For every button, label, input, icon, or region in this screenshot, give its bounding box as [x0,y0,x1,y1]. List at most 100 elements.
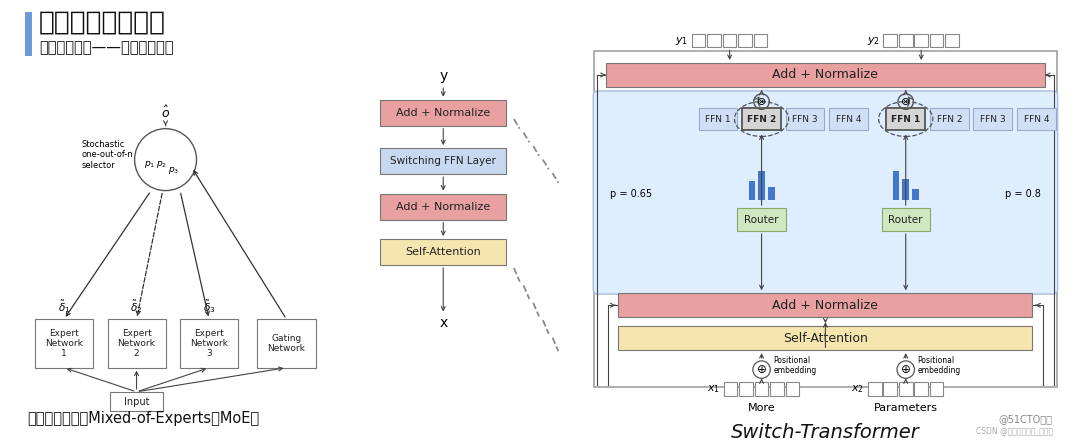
Text: Switching FFN Layer: Switching FFN Layer [390,156,496,166]
FancyBboxPatch shape [1017,109,1055,130]
FancyBboxPatch shape [257,319,315,368]
FancyBboxPatch shape [606,63,1045,87]
FancyBboxPatch shape [868,382,881,396]
FancyBboxPatch shape [755,382,768,396]
FancyBboxPatch shape [770,382,784,396]
Text: Expert
Network
1: Expert Network 1 [45,329,83,358]
Text: FFN 4: FFN 4 [1024,114,1049,124]
Bar [768,187,774,200]
Text: $\tilde{\delta}_3$: $\tilde{\delta}_3$ [203,299,215,315]
Text: $p_2$: $p_2$ [157,159,167,170]
FancyBboxPatch shape [786,382,799,396]
FancyBboxPatch shape [973,109,1012,130]
FancyBboxPatch shape [883,34,897,47]
Text: Gating
Network: Gating Network [268,334,306,353]
Bar [748,182,755,200]
FancyBboxPatch shape [899,382,913,396]
FancyBboxPatch shape [883,382,897,396]
Text: Router: Router [889,214,923,225]
Text: Expert
Network
2: Expert Network 2 [118,329,156,358]
Text: $\tilde{\delta}_2$: $\tilde{\delta}_2$ [131,299,143,315]
FancyBboxPatch shape [739,34,752,47]
Text: x: x [440,316,447,330]
Text: $x_1$: $x_1$ [707,383,720,395]
Text: Positional
embedding: Positional embedding [773,356,816,375]
FancyBboxPatch shape [930,34,944,47]
FancyBboxPatch shape [108,319,165,368]
FancyBboxPatch shape [692,34,705,47]
Text: Stochastic
one-out-of-n
selector: Stochastic one-out-of-n selector [81,140,133,170]
Text: Self-Attention: Self-Attention [405,247,481,257]
Text: ⊗: ⊗ [901,97,910,107]
Text: Add + Normalize: Add + Normalize [396,202,490,212]
Text: $\tilde{\delta}_1$: $\tilde{\delta}_1$ [57,299,70,315]
Text: $x_2$: $x_2$ [851,383,864,395]
FancyBboxPatch shape [899,34,913,47]
Text: p = 0.8: p = 0.8 [1005,189,1041,198]
Text: y: y [440,69,447,83]
FancyBboxPatch shape [380,239,507,265]
FancyBboxPatch shape [887,109,926,130]
FancyBboxPatch shape [35,319,93,368]
FancyBboxPatch shape [930,382,944,396]
Text: 超大规模训练——超大规模算力: 超大规模训练——超大规模算力 [39,41,173,56]
FancyBboxPatch shape [930,109,969,130]
Text: $y_1$: $y_1$ [675,35,688,47]
FancyBboxPatch shape [881,208,930,231]
FancyBboxPatch shape [593,91,1057,294]
FancyBboxPatch shape [829,109,868,130]
Text: 预训练模型的优化: 预训练模型的优化 [39,10,166,36]
FancyBboxPatch shape [110,392,163,411]
FancyBboxPatch shape [740,382,753,396]
FancyBboxPatch shape [724,382,738,396]
Text: Input: Input [124,396,149,407]
FancyBboxPatch shape [915,34,928,47]
Text: Positional
embedding: Positional embedding [917,356,960,375]
Text: ⊗: ⊗ [757,97,766,107]
Bar [893,171,900,200]
Text: FFN 1: FFN 1 [705,114,731,124]
Text: Expert
Network
3: Expert Network 3 [190,329,228,358]
Text: Add + Normalize: Add + Normalize [396,108,490,118]
Text: Self-Attention: Self-Attention [783,332,868,345]
FancyBboxPatch shape [738,208,786,231]
Text: $p_3$: $p_3$ [167,165,179,176]
FancyBboxPatch shape [915,382,928,396]
Text: FFN 2: FFN 2 [747,114,777,124]
Text: Add + Normalize: Add + Normalize [772,69,878,82]
FancyBboxPatch shape [707,34,721,47]
Text: Add + Normalize: Add + Normalize [772,299,878,312]
Text: More: More [747,404,775,413]
Text: Switch-Transformer: Switch-Transformer [731,423,920,442]
FancyBboxPatch shape [754,34,768,47]
Text: FFN 2: FFN 2 [936,114,962,124]
Text: FFN 3: FFN 3 [980,114,1005,124]
Text: $\hat{o}$: $\hat{o}$ [161,105,171,121]
FancyBboxPatch shape [723,34,737,47]
FancyBboxPatch shape [619,293,1032,317]
Text: Parameters: Parameters [874,404,937,413]
Bar [25,12,32,56]
FancyBboxPatch shape [699,109,738,130]
FancyBboxPatch shape [786,109,824,130]
Bar [758,171,765,200]
Bar [912,189,919,200]
Text: FFN 3: FFN 3 [793,114,818,124]
FancyBboxPatch shape [594,51,1056,387]
Text: FFN 1: FFN 1 [891,114,920,124]
FancyBboxPatch shape [619,326,1032,350]
Text: CSDN @华师数据挖掘_王某宁: CSDN @华师数据挖掘_王某宁 [975,426,1053,435]
FancyBboxPatch shape [380,148,507,174]
FancyBboxPatch shape [742,109,781,130]
Text: 混合专家训练（Mixed-of-Experts，MoE）: 混合专家训练（Mixed-of-Experts，MoE） [27,411,259,426]
FancyBboxPatch shape [380,100,507,126]
Text: ⊕: ⊕ [901,363,910,376]
Text: $p_1$: $p_1$ [145,159,156,170]
Bar [903,179,909,200]
Text: p = 0.65: p = 0.65 [610,189,652,198]
FancyBboxPatch shape [380,194,507,220]
Text: Router: Router [744,214,779,225]
FancyBboxPatch shape [180,319,238,368]
Text: FFN 4: FFN 4 [836,114,862,124]
Text: $y_2$: $y_2$ [866,35,879,47]
